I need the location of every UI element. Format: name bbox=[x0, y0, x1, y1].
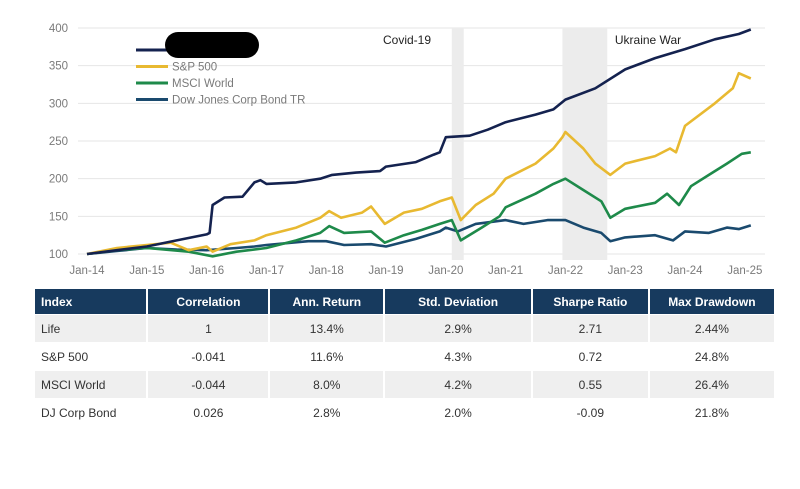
column-header: Sharpe Ratio bbox=[531, 289, 650, 315]
table-header-row: Index Correlation Ann. Return Std. Deviatio… bbox=[35, 289, 777, 315]
table-cell: 2.8% bbox=[269, 398, 386, 426]
y-tick-label: 200 bbox=[49, 174, 68, 186]
table-row: MSCI World -0.044 8.0% 4.2% 0.55 26.4% bbox=[35, 370, 777, 399]
annotation-ukraine-war: Ukraine War bbox=[615, 33, 681, 47]
table-cell: MSCI World bbox=[35, 370, 149, 399]
series-line-msci-world bbox=[86, 151, 752, 258]
table-cell: 21.8% bbox=[648, 398, 777, 426]
table-cell: 13.4% bbox=[269, 314, 386, 343]
column-header: Correlation bbox=[147, 289, 271, 315]
table-row: S&P 500 -0.041 11.6% 4.3% 0.72 24.8% bbox=[35, 342, 777, 371]
table-cell: DJ Corp Bond bbox=[35, 398, 149, 426]
column-header: Max Drawdown bbox=[648, 289, 777, 315]
legend-label: MSCI World bbox=[172, 78, 234, 90]
x-tick-label: Jan-17 bbox=[249, 265, 284, 277]
annotation-covid: Covid-19 bbox=[383, 33, 431, 47]
y-tick-label: 350 bbox=[49, 61, 68, 73]
x-tick-label: Jan-14 bbox=[69, 265, 105, 277]
x-tick-label: Jan-22 bbox=[548, 265, 583, 277]
x-tick-label: Jan-21 bbox=[488, 265, 523, 277]
table-cell: 2.0% bbox=[384, 398, 533, 426]
table-cell: 0.55 bbox=[531, 370, 650, 399]
x-tick-label: Jan-16 bbox=[189, 265, 224, 277]
series-line-s-p-500 bbox=[86, 71, 752, 256]
column-header: Std. Deviation bbox=[384, 289, 533, 315]
y-tick-label: 150 bbox=[49, 211, 68, 223]
table-cell: Life bbox=[35, 314, 149, 343]
table-row: Life 1 13.4% 2.9% 2.71 2.44% bbox=[35, 314, 777, 343]
x-tick-label: Jan-18 bbox=[309, 265, 344, 277]
table-cell: 26.4% bbox=[648, 370, 777, 399]
y-tick-label: 100 bbox=[49, 249, 68, 261]
event-shading bbox=[562, 28, 608, 260]
table-cell: 0.72 bbox=[531, 342, 650, 371]
x-tick-label: Jan-24 bbox=[667, 265, 703, 277]
x-tick-label: Jan-15 bbox=[129, 265, 164, 277]
y-tick-label: 300 bbox=[49, 98, 68, 110]
table-cell: 2.71 bbox=[531, 314, 650, 343]
table-cell: -0.09 bbox=[531, 398, 650, 426]
series-line-redacted bbox=[86, 28, 752, 256]
column-header: Index bbox=[35, 289, 149, 315]
redaction-mark bbox=[165, 32, 259, 58]
table-cell: 2.44% bbox=[648, 314, 777, 343]
table-cell: -0.041 bbox=[147, 342, 271, 371]
event-shading bbox=[451, 28, 464, 260]
table-cell: 2.9% bbox=[384, 314, 533, 343]
table-cell: 8.0% bbox=[269, 370, 386, 399]
x-tick-label: Jan-19 bbox=[368, 265, 403, 277]
column-header: Ann. Return bbox=[269, 289, 386, 315]
table-row: DJ Corp Bond 0.026 2.8% 2.0% -0.09 21.8% bbox=[35, 398, 777, 426]
x-tick-label: Jan-23 bbox=[608, 265, 643, 277]
table-cell: 4.2% bbox=[384, 370, 533, 399]
x-tick-label: Jan-25 bbox=[727, 265, 762, 277]
stats-table: Index Correlation Ann. Return Std. Deviatio… bbox=[35, 289, 777, 426]
table-cell: 1 bbox=[147, 314, 271, 343]
table-cell: 0.026 bbox=[147, 398, 271, 426]
line-chart: 100 150 200 250 300 350 400 Jan-14 Jan-15 Jan-16… bbox=[49, 23, 765, 277]
table-cell: S&P 500 bbox=[35, 342, 149, 371]
table-cell: 24.8% bbox=[648, 342, 777, 371]
y-tick-label: 400 bbox=[49, 23, 68, 35]
table-cell: 11.6% bbox=[269, 342, 386, 371]
legend-label: Dow Jones Corp Bond TR bbox=[172, 95, 305, 107]
y-tick-label: 250 bbox=[49, 136, 68, 148]
x-tick-label: Jan-20 bbox=[428, 265, 463, 277]
table-cell: -0.044 bbox=[147, 370, 271, 399]
table-cell: 4.3% bbox=[384, 342, 533, 371]
legend-label: S&P 500 bbox=[172, 62, 217, 74]
